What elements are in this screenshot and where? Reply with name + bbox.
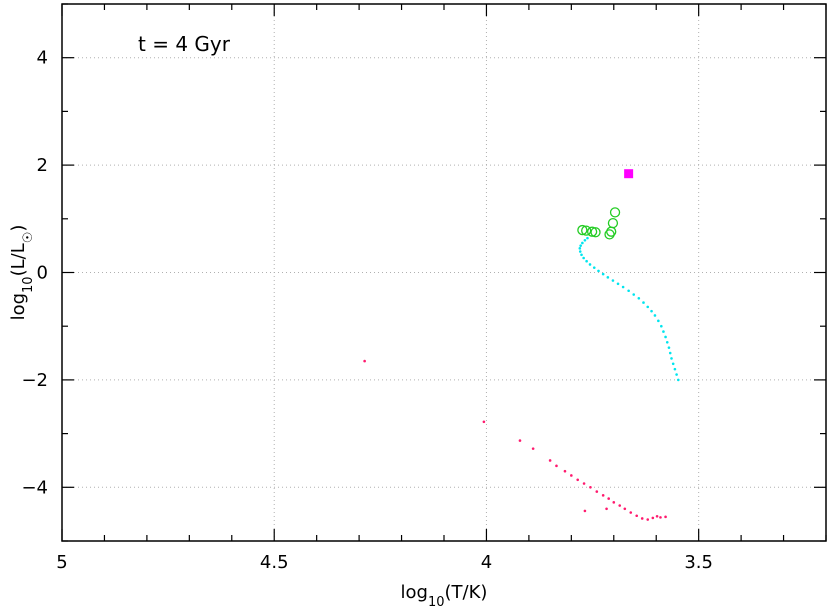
giant-point xyxy=(590,227,601,238)
white-dwarf-point xyxy=(651,516,655,520)
plot-frame xyxy=(61,3,827,542)
x-tick-label: 4.5 xyxy=(260,552,289,573)
main-sequence-point xyxy=(601,272,605,276)
main-sequence-point xyxy=(592,266,596,269)
y-axis-label-base: log xyxy=(8,293,29,320)
main-sequence-point xyxy=(585,259,588,263)
white-dwarf-point xyxy=(635,514,638,518)
white-dwarf-point xyxy=(605,507,608,511)
white-dwarf-point xyxy=(555,464,558,468)
x-tick-label: 4 xyxy=(481,552,492,573)
white-dwarf-point xyxy=(548,459,552,462)
time-annotation: t = 4 Gyr xyxy=(138,32,231,56)
x-axis-label-base: log xyxy=(401,582,428,603)
y-tick-label: −4 xyxy=(21,477,48,498)
main-sequence-point xyxy=(583,238,587,242)
white-dwarf-point xyxy=(363,359,366,363)
white-dwarf-point xyxy=(518,439,522,442)
main-sequence-point xyxy=(676,378,680,382)
white-dwarf-point xyxy=(607,497,610,500)
main-sequence-point xyxy=(660,324,663,328)
main-sequence-point xyxy=(578,250,582,253)
main-sequence-point xyxy=(606,276,610,279)
main-sequence-point xyxy=(579,244,582,247)
main-sequence-point xyxy=(675,373,678,376)
white-dwarf-point xyxy=(570,474,573,477)
white-dwarf-point xyxy=(583,509,587,513)
white-dwarf-point xyxy=(601,494,605,497)
main-sequence-point xyxy=(667,346,671,349)
white-dwarf-point xyxy=(664,515,667,519)
y-axis-label-rest: (L/L xyxy=(8,243,29,276)
white-dwarf-point xyxy=(629,511,633,514)
x-axis-label-rest: (T/K) xyxy=(445,582,488,603)
data-points xyxy=(363,169,680,521)
main-sequence-point xyxy=(627,289,630,293)
y-tick-label: 4 xyxy=(37,48,48,69)
main-sequence-point xyxy=(670,357,673,360)
main-sequence-point xyxy=(632,293,636,296)
white-dwarf-point xyxy=(612,501,616,504)
white-dwarf-point xyxy=(531,447,535,450)
main-sequence-point xyxy=(578,247,582,250)
main-sequence-point xyxy=(582,256,585,260)
main-sequence-point xyxy=(673,367,677,371)
white-dwarf-point xyxy=(595,490,599,493)
main-sequence-point xyxy=(646,305,650,309)
main-sequence-point xyxy=(616,282,620,286)
white-dwarf-point xyxy=(640,517,644,520)
white-dwarf-point xyxy=(623,507,627,511)
y-axis-label-close: ) xyxy=(8,225,29,232)
y-axis-label: log10(L/L☉) xyxy=(8,225,36,321)
main-sequence-point xyxy=(668,351,672,355)
main-sequence-point xyxy=(657,319,660,323)
main-sequence-point xyxy=(664,335,667,339)
x-axis-label-sub: 10 xyxy=(428,595,445,610)
white-dwarf-point xyxy=(589,486,592,489)
white-dwarf-point xyxy=(646,518,650,521)
main-sequence-point xyxy=(581,241,584,245)
giant-point xyxy=(577,224,588,236)
main-sequence-point xyxy=(588,263,592,266)
x-axis-label: log10(T/K) xyxy=(401,582,488,610)
y-axis-label-sub: 10 xyxy=(21,276,36,293)
main-sequence-point xyxy=(671,362,675,366)
white-dwarf-point xyxy=(576,478,579,482)
white-dwarf-point xyxy=(655,514,659,518)
giant-point xyxy=(606,226,617,237)
white-dwarf-point xyxy=(482,420,486,424)
white-dwarf-point xyxy=(582,482,586,485)
y-tick-label: 2 xyxy=(37,155,48,176)
main-sequence-point xyxy=(580,253,583,257)
sun-symbol: ☉ xyxy=(21,232,36,244)
agb-point xyxy=(624,169,634,179)
x-tick-label: 5 xyxy=(56,552,67,573)
main-sequence-point xyxy=(642,301,645,304)
main-sequence-point xyxy=(597,269,600,273)
white-dwarf-point xyxy=(563,469,567,473)
main-sequence-point xyxy=(653,314,657,317)
main-sequence-point xyxy=(665,341,669,344)
main-sequence-point xyxy=(662,330,665,333)
main-sequence-point xyxy=(586,236,589,240)
giant-point xyxy=(607,217,619,229)
giant-point xyxy=(604,229,615,240)
x-tick-label: 3.5 xyxy=(684,552,713,573)
axis-ticks: 5 4.5 4 3.5 −4 −2 0 2 4 xyxy=(21,3,827,573)
white-dwarf-point xyxy=(659,516,662,519)
main-sequence-point xyxy=(637,296,641,300)
y-tick-label: 0 xyxy=(37,263,48,284)
main-sequence-point xyxy=(621,285,625,289)
main-sequence-point xyxy=(650,309,653,313)
main-sequence-point xyxy=(611,279,615,282)
giant-point xyxy=(586,226,598,237)
white-dwarf-point xyxy=(618,504,622,507)
y-tick-label: −2 xyxy=(21,370,48,391)
grid-lines xyxy=(62,4,826,541)
giant-point xyxy=(609,207,621,218)
